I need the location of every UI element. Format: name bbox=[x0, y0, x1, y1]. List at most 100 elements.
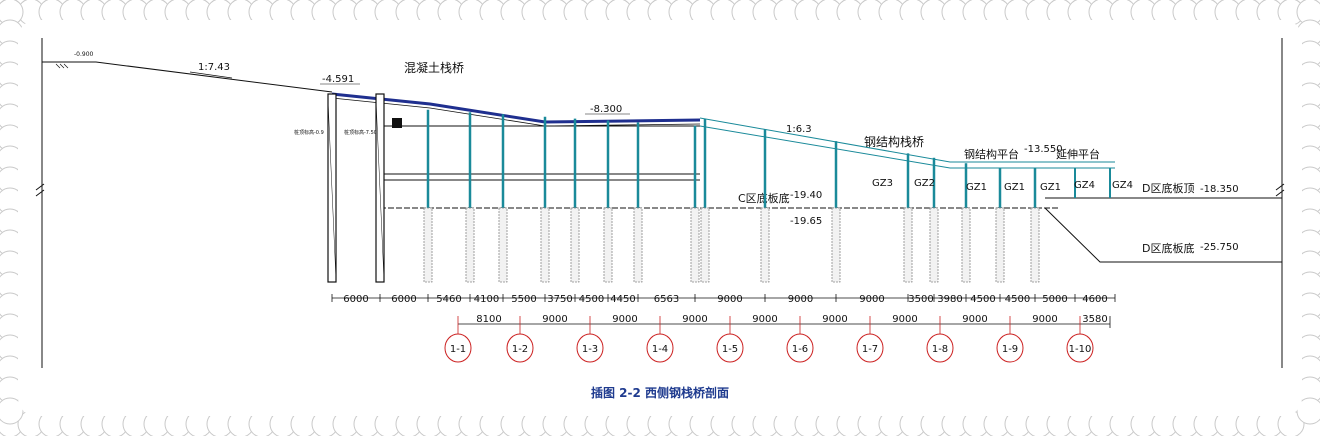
bored-pile bbox=[1030, 207, 1040, 283]
axis-bubble bbox=[444, 333, 472, 363]
elevation-1940: -19.40 bbox=[790, 190, 822, 201]
dim-upper-value: 6000 bbox=[343, 294, 368, 305]
bored-pile bbox=[831, 207, 841, 283]
scallop bbox=[0, 397, 24, 425]
axis-label: 1-2 bbox=[512, 344, 528, 355]
dim-lower-value: 9000 bbox=[962, 314, 987, 325]
slope-lower: 1:6.3 bbox=[786, 124, 812, 135]
dim-upper-value: 4450 bbox=[610, 294, 635, 305]
figure-caption: 插图 2-2 西侧钢栈桥剖面 bbox=[590, 386, 730, 400]
axis-bubble bbox=[576, 333, 604, 363]
bored-pile bbox=[760, 207, 770, 283]
steel-deck-top bbox=[699, 117, 1115, 163]
axis-bubble bbox=[996, 333, 1024, 363]
axis-label: 1-6 bbox=[792, 344, 808, 355]
column-gz1-a: GZ1 bbox=[966, 182, 987, 193]
axis-bubble bbox=[1066, 333, 1094, 363]
dim-upper-value: 5000 bbox=[1042, 294, 1067, 305]
column-gz3: GZ3 bbox=[872, 178, 893, 189]
elevation-1965: -19.65 bbox=[790, 216, 822, 227]
elevation-top: -0.900 bbox=[74, 51, 94, 58]
bored-pile bbox=[498, 207, 508, 283]
left-note-2: 桩顶标高-7.50 bbox=[344, 129, 377, 136]
axis-label: 1-3 bbox=[582, 344, 598, 355]
dim-lower-value: 9000 bbox=[682, 314, 707, 325]
dim-upper-value: 4100 bbox=[474, 294, 499, 305]
axis-label: 1-10 bbox=[1069, 344, 1092, 355]
axis-bubble bbox=[506, 333, 534, 363]
left-note-1: 桩顶标高-0.9 bbox=[294, 129, 324, 136]
dim-upper-value: 5500 bbox=[511, 294, 536, 305]
dim-upper-value: 5460 bbox=[436, 294, 461, 305]
scallop bbox=[1296, 397, 1320, 425]
bored-pile bbox=[700, 207, 710, 283]
dim-lower-value: 9000 bbox=[1032, 314, 1057, 325]
dim-lower-value: 3580 bbox=[1082, 314, 1107, 325]
label-concrete-bridge: 混凝土栈桥 bbox=[404, 60, 464, 75]
bored-pile bbox=[903, 207, 913, 283]
label-steel-platform: 钢结构平台 bbox=[964, 147, 1019, 161]
column-gz1-c: GZ1 bbox=[1040, 182, 1061, 193]
dim-upper-value: 9000 bbox=[859, 294, 884, 305]
axis-label: 1-1 bbox=[450, 344, 466, 355]
dim-upper-value: 4600 bbox=[1082, 294, 1107, 305]
elevation-4591: -4.591 bbox=[322, 74, 354, 85]
column-gz4-b: GZ4 bbox=[1112, 180, 1133, 191]
slope-upper: 1:7.43 bbox=[198, 62, 230, 73]
bored-pile bbox=[540, 207, 550, 283]
axis-label: 1-9 bbox=[1002, 344, 1018, 355]
dim-upper-value: 4500 bbox=[579, 294, 604, 305]
axis-bubble bbox=[646, 333, 674, 363]
dim-lower-value: 9000 bbox=[892, 314, 917, 325]
axis-bubble bbox=[786, 333, 814, 363]
axis-bubble bbox=[856, 333, 884, 363]
dim-upper-value: 6563 bbox=[654, 294, 679, 305]
bored-pile bbox=[603, 207, 613, 283]
d-floor-slope bbox=[1044, 207, 1282, 263]
bored-pile bbox=[961, 207, 971, 283]
axis-label: 1-5 bbox=[722, 344, 738, 355]
break-mark-right bbox=[1275, 183, 1285, 197]
dim-upper-value: 3500 bbox=[908, 294, 933, 305]
pile-hatch bbox=[375, 99, 385, 281]
label-steel-bridge: 钢结构栈桥 bbox=[864, 134, 924, 149]
axis-bubble bbox=[926, 333, 954, 363]
axis-label: 1-8 bbox=[932, 344, 948, 355]
bored-pile bbox=[465, 207, 475, 283]
bored-pile bbox=[929, 207, 939, 283]
bored-pile bbox=[633, 207, 643, 283]
label-extension-platform: 延伸平台 bbox=[1056, 147, 1100, 161]
label-d-floor-top: D区底板顶 bbox=[1142, 181, 1194, 195]
axis-bubble bbox=[716, 333, 744, 363]
dim-upper-value: 3980 bbox=[937, 294, 962, 305]
label-d-floor-bottom: D区底板底 bbox=[1142, 241, 1194, 255]
dim-lower-value: 9000 bbox=[822, 314, 847, 325]
ground-hatch bbox=[55, 63, 69, 69]
bored-pile bbox=[570, 207, 580, 283]
elevation-25750: -25.750 bbox=[1200, 242, 1239, 253]
axis-label: 1-4 bbox=[652, 344, 668, 355]
ground-profile bbox=[42, 61, 333, 93]
column-gz2: GZ2 bbox=[914, 178, 935, 189]
slope-arrow-upper bbox=[189, 71, 233, 79]
pile-cap-block bbox=[392, 118, 402, 128]
dim-upper-value: 9000 bbox=[717, 294, 742, 305]
frame-inner bbox=[18, 20, 1302, 416]
pile-hatch bbox=[327, 99, 337, 281]
dim-lower-value: 9000 bbox=[612, 314, 637, 325]
bored-pile bbox=[423, 207, 433, 283]
dim-lower-value: 9000 bbox=[752, 314, 777, 325]
bored-pile bbox=[690, 207, 700, 283]
elevation-8300: -8.300 bbox=[590, 104, 622, 115]
elevation-13550: -13.550 bbox=[1024, 144, 1063, 155]
dim-upper-value: 3750 bbox=[547, 294, 572, 305]
dim-upper-value: 4500 bbox=[970, 294, 995, 305]
axis-label: 1-7 bbox=[862, 344, 878, 355]
dim-upper-value: 9000 bbox=[788, 294, 813, 305]
steel-deck-bottom bbox=[699, 125, 1115, 169]
bored-pile bbox=[995, 207, 1005, 283]
dim-upper-value: 4500 bbox=[1005, 294, 1030, 305]
